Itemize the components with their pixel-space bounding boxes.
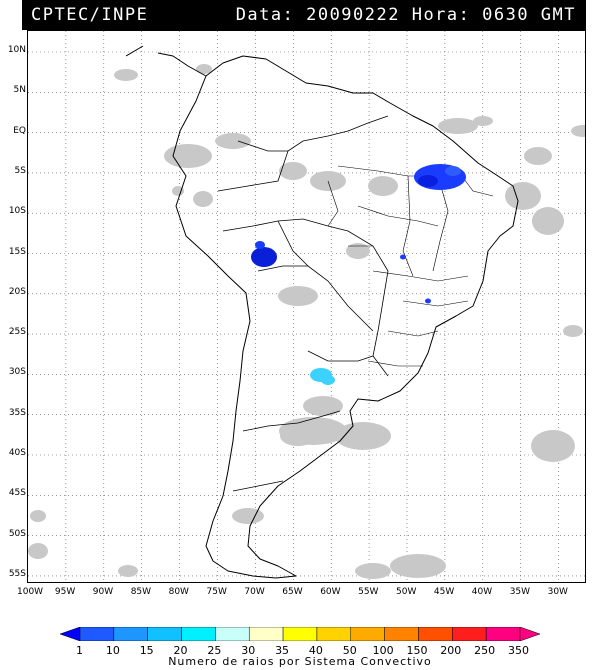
- legend-cell: [181, 627, 216, 641]
- legend-cell: [79, 627, 115, 641]
- lon-label-100w: 100W: [17, 587, 44, 597]
- lon-label-75w: 75W: [206, 587, 227, 597]
- satellite-cloud-cover: [28, 64, 595, 579]
- lon-label-90w: 90W: [92, 587, 114, 597]
- legend-cell: [316, 627, 352, 641]
- legend-tick-50: 50: [342, 644, 357, 657]
- lon-label-35w: 35W: [509, 587, 531, 597]
- map-gridlines: [28, 31, 585, 582]
- lat-label-25s: 25S: [8, 327, 26, 338]
- lightning-cluster-bolivia: [251, 241, 277, 267]
- lat-label-15s: 15S: [8, 246, 26, 257]
- legend-tick-30: 30: [241, 644, 256, 657]
- legend-cell-min: [60, 627, 81, 641]
- lightning-cluster-argentina: [310, 368, 335, 385]
- legend-cell: [384, 627, 419, 641]
- coastline: [125, 45, 519, 579]
- lon-label-65w: 65W: [282, 587, 303, 597]
- legend-tick-10: 10: [105, 644, 120, 657]
- lat-label-45s: 45S: [8, 488, 26, 499]
- legend-tick-35: 35: [275, 644, 290, 657]
- legend-cell-max: [519, 627, 540, 641]
- lon-label-45w: 45W: [433, 587, 455, 597]
- lat-label-10n: 10N: [7, 45, 26, 55]
- legend-tick-350: 350: [508, 644, 529, 657]
- state-borders: [327, 165, 494, 367]
- lon-label-40w: 40W: [471, 587, 493, 597]
- lat-label-40s: 40S: [8, 448, 26, 458]
- lat-label-50s: 50S: [8, 528, 26, 539]
- lon-label-55w: 55W: [358, 587, 379, 597]
- lon-label-30w: 30W: [547, 587, 568, 597]
- legend-cell: [248, 627, 284, 641]
- legend-cell: [282, 627, 318, 641]
- lat-label-55s: 55S: [8, 568, 26, 579]
- lon-label-70w: 70W: [244, 587, 265, 597]
- title-bar: CPTEC/INPE Data: 20090222 Hora: 0630 GMT: [22, 0, 586, 30]
- title-timestamp: Data: 20090222 Hora: 0630 GMT: [235, 5, 576, 25]
- legend-cell: [485, 627, 521, 641]
- lightning-cluster-southeast-brazil: [400, 254, 431, 304]
- lat-label-5n: 5N: [13, 85, 26, 96]
- legend-tick-20: 20: [173, 644, 188, 657]
- legend-cell: [147, 627, 182, 641]
- legend-cell: [215, 627, 250, 641]
- lat-label-5s: 5S: [14, 165, 26, 176]
- legend-tick-15: 15: [139, 644, 154, 657]
- lat-label-20s: 20S: [8, 286, 26, 297]
- lon-label-80w: 80W: [168, 587, 189, 597]
- lon-label-95w: 95W: [54, 587, 76, 597]
- lat-label-10s: 10S: [8, 206, 26, 217]
- legend-colorbar: [60, 627, 540, 641]
- lightning-cluster-northeast-brazil: [414, 164, 466, 190]
- legend-tick-150: 150: [406, 644, 428, 657]
- legend-tick-250: 250: [474, 644, 496, 657]
- legend-caption: Numero de raios por Sistema Convectivo: [168, 655, 432, 668]
- lon-label-50w: 50W: [396, 587, 417, 597]
- legend-cell: [350, 627, 385, 641]
- legend-tick-200: 200: [440, 644, 462, 657]
- map-canvas: [28, 31, 595, 582]
- lat-label-eq: EQ: [13, 125, 26, 136]
- lon-label-85w: 85W: [130, 587, 152, 597]
- lat-label-30s: 30S: [8, 367, 26, 378]
- legend-cell: [418, 627, 453, 641]
- title-source: CPTEC/INPE: [31, 5, 149, 25]
- legend-cell: [113, 627, 148, 641]
- map-frame: [27, 30, 595, 583]
- lat-label-35s: 35S: [8, 407, 26, 418]
- legend-tick-40: 40: [308, 644, 323, 657]
- legend-tick-100: 100: [372, 644, 394, 657]
- legend-cell: [452, 627, 487, 641]
- legend-tick-25: 25: [207, 644, 222, 657]
- legend-tick-1: 1: [76, 644, 83, 657]
- lon-label-60w: 60W: [320, 587, 341, 597]
